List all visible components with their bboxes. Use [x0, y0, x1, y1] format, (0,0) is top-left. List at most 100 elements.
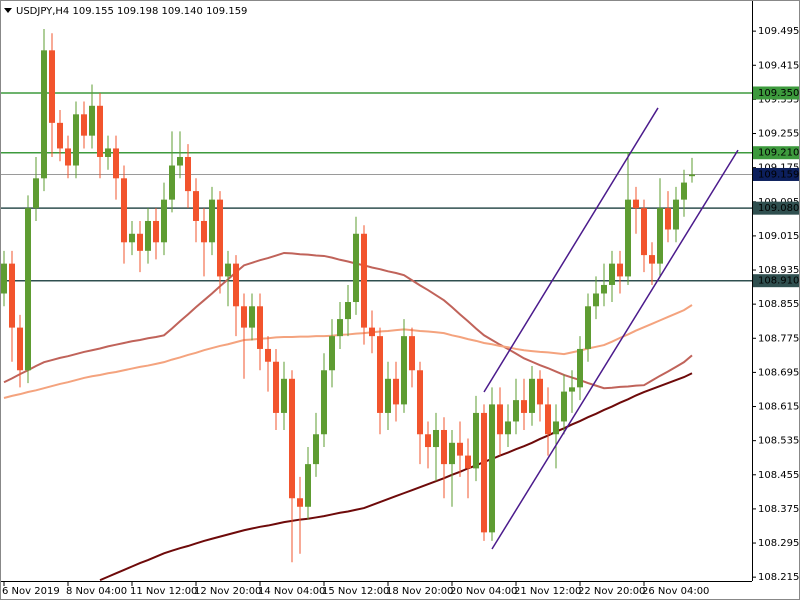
candle-body — [681, 182, 687, 200]
candle-body — [465, 455, 471, 469]
candle-body — [129, 233, 135, 243]
y-tick-label: 108.535 — [758, 436, 799, 447]
candle-body — [201, 220, 207, 243]
price-labels: 109.350 109.210 109.080 108.910 109.159 — [753, 86, 799, 288]
trendline — [483, 107, 659, 393]
candle-body — [625, 199, 631, 277]
y-tick-label: 108.615 — [758, 402, 799, 413]
price-label-box — [753, 86, 799, 100]
candle-body — [593, 293, 599, 307]
candle-body — [473, 412, 479, 469]
x-tick-label: 20 Nov 04:00 — [450, 586, 517, 597]
x-tick-label: 6 Nov 2019 — [2, 586, 60, 597]
x-tick-label: 21 Nov 12:00 — [514, 586, 581, 597]
candle-body — [297, 498, 303, 507]
candle-body — [241, 306, 247, 328]
candle-body — [673, 199, 679, 230]
candle-body — [617, 263, 623, 277]
candle-body — [177, 156, 183, 166]
candle-body — [529, 378, 535, 413]
candle-body — [257, 306, 263, 349]
y-tick-label: 108.295 — [758, 538, 799, 549]
candle-body — [153, 220, 159, 243]
price-label-box — [753, 274, 799, 288]
y-tick-label: 109.495 — [758, 26, 799, 37]
candle-body — [289, 378, 295, 499]
candle-body — [25, 208, 31, 371]
candle-body — [313, 434, 319, 465]
candle-body — [9, 263, 15, 328]
trendline — [491, 149, 739, 550]
candle-body — [329, 336, 335, 371]
candle-body — [449, 442, 455, 465]
candle-body — [273, 361, 279, 413]
candle-body — [505, 421, 511, 435]
price-label-box — [753, 167, 799, 181]
moving-average — [99, 372, 693, 581]
plot-area — [0, 29, 752, 581]
candle-body — [345, 302, 351, 320]
candle-body — [417, 370, 423, 435]
candle-body — [377, 336, 383, 413]
y-tick-label: 108.215 — [758, 572, 799, 583]
candle-body — [361, 233, 367, 328]
candle-body — [497, 404, 503, 435]
candle-body — [1, 263, 7, 294]
candle-body — [489, 404, 495, 533]
menu-triangle[interactable] — [4, 8, 12, 13]
candle-body — [689, 174, 695, 177]
y-tick-label: 109.015 — [758, 231, 799, 242]
x-tick-label: 15 Nov 12:00 — [322, 586, 389, 597]
candle-body — [249, 306, 255, 328]
candle-body — [601, 284, 607, 294]
candle-body — [121, 178, 127, 243]
candle-body — [633, 199, 639, 209]
candle-body — [233, 263, 239, 307]
candle-body — [433, 429, 439, 448]
candle-body — [569, 387, 575, 392]
candle-body — [17, 327, 23, 371]
candle-body — [137, 233, 143, 251]
candle-body — [337, 319, 343, 337]
candle-body — [145, 220, 151, 251]
candle-body — [33, 178, 39, 209]
candle-body — [321, 370, 327, 435]
candle-body — [513, 400, 519, 422]
x-tick-label: 22 Nov 20:00 — [578, 586, 645, 597]
candle-body — [665, 208, 671, 230]
price-label-box — [753, 146, 799, 160]
candle-body — [113, 148, 119, 179]
candle-body — [401, 336, 407, 405]
candle-body — [81, 114, 87, 136]
candle-body — [89, 105, 95, 136]
x-tick-label: 11 Nov 12:00 — [130, 586, 197, 597]
y-tick-label: 108.935 — [758, 265, 799, 276]
candle-body — [609, 263, 615, 285]
y-tick-label: 108.855 — [758, 299, 799, 310]
candle-body — [73, 114, 79, 166]
candle-body — [561, 391, 567, 422]
candle-body — [657, 208, 663, 264]
candle-body — [649, 255, 655, 264]
candle-body — [385, 378, 391, 413]
candle-body — [57, 122, 63, 149]
price-label: 109.159 — [758, 169, 799, 180]
x-tick-label: 18 Nov 20:00 — [386, 586, 453, 597]
candle-body — [41, 50, 47, 179]
candle-body — [97, 105, 103, 157]
chart-title: USDJPY,H4 109.155 109.198 109.140 109.15… — [16, 6, 247, 17]
candle-body — [481, 412, 487, 533]
y-tick-label: 108.695 — [758, 367, 799, 378]
y-tick-label: 109.415 — [758, 60, 799, 71]
candle-body — [281, 378, 287, 413]
candle-body — [441, 429, 447, 465]
candle-body — [305, 464, 311, 507]
price-label: 109.350 — [758, 88, 799, 99]
candle-body — [105, 148, 111, 157]
candle-body — [353, 233, 359, 303]
x-tick-label: 26 Nov 04:00 — [642, 586, 709, 597]
candle-body — [161, 199, 167, 243]
